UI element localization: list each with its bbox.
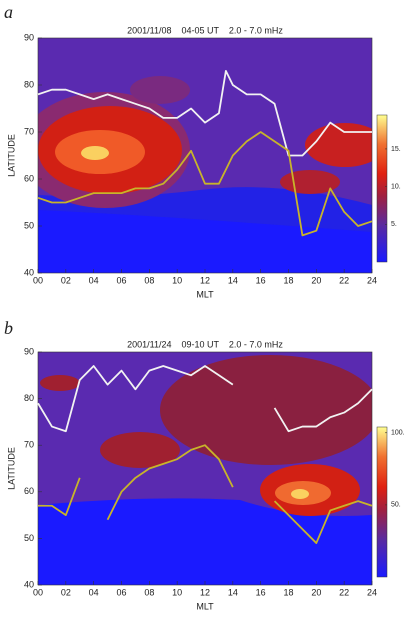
x-tick-label: 10	[172, 587, 182, 597]
x-tick-label: 22	[339, 275, 349, 285]
x-tick-label: 08	[144, 275, 154, 285]
x-tick-label: 12	[200, 275, 210, 285]
x-tick-label: 20	[311, 587, 321, 597]
chart-title: 2001/11/24 09-10 UT 2.0 - 7.0 mHz	[127, 339, 283, 349]
x-tick-label: 16	[256, 587, 266, 597]
x-axis-label: MLT	[196, 601, 214, 611]
colorbar-tick-label: 10.	[391, 183, 401, 190]
colorbar-b	[376, 426, 388, 578]
y-tick-label: 80	[24, 79, 34, 89]
x-tick-label: 18	[283, 275, 293, 285]
x-tick-label: 24	[367, 275, 377, 285]
y-tick-label: 70	[24, 440, 34, 450]
x-tick-label: 04	[89, 275, 99, 285]
x-tick-label: 06	[116, 275, 126, 285]
y-tick-label: 40	[24, 267, 34, 277]
y-tick-label: 90	[24, 32, 34, 42]
x-tick-label: 00	[33, 275, 43, 285]
y-tick-label: 50	[24, 533, 34, 543]
x-tick-label: 22	[339, 587, 349, 597]
y-axis-label: LATITUDE	[6, 447, 16, 490]
y-tick-label: 40	[24, 579, 34, 589]
colorbar-tick-label: 15.	[391, 146, 401, 153]
colorbar-a	[376, 114, 388, 263]
colorbar-tick-label: 5.	[391, 221, 397, 228]
x-tick-label: 14	[228, 587, 238, 597]
x-tick-label: 08	[144, 587, 154, 597]
x-tick-label: 12	[200, 587, 210, 597]
colorbar-tick-label: 50.	[391, 502, 401, 509]
y-tick-label: 60	[24, 486, 34, 496]
series-line	[37, 365, 373, 433]
series-line	[37, 131, 373, 237]
y-tick-label: 80	[24, 393, 34, 403]
x-tick-label: 14	[228, 275, 238, 285]
series-line	[38, 444, 373, 544]
x-tick-label: 18	[283, 587, 293, 597]
y-tick-label: 60	[24, 173, 34, 183]
x-tick-label: 02	[61, 587, 71, 597]
chart-title: 2001/11/08 04-05 UT 2.0 - 7.0 mHz	[127, 25, 283, 35]
x-tick-label: 06	[116, 587, 126, 597]
panel-letter: b	[4, 318, 13, 338]
x-tick-label: 00	[33, 587, 43, 597]
y-tick-label: 50	[24, 220, 34, 230]
x-tick-label: 02	[61, 275, 71, 285]
x-tick-label: 16	[256, 275, 266, 285]
x-tick-label: 20	[311, 275, 321, 285]
contour-b	[38, 352, 372, 585]
x-tick-label: 04	[89, 587, 99, 597]
y-axis-label: LATITUDE	[6, 134, 16, 177]
series-line	[37, 70, 372, 157]
x-axis-label: MLT	[196, 289, 214, 299]
contour-a	[38, 38, 372, 273]
y-tick-label: 70	[24, 126, 34, 136]
panel-letter: a	[4, 2, 13, 22]
colorbar-tick-label: 100.	[391, 430, 405, 437]
x-tick-label: 10	[172, 275, 182, 285]
x-tick-label: 24	[367, 587, 377, 597]
y-tick-label: 90	[24, 346, 34, 356]
